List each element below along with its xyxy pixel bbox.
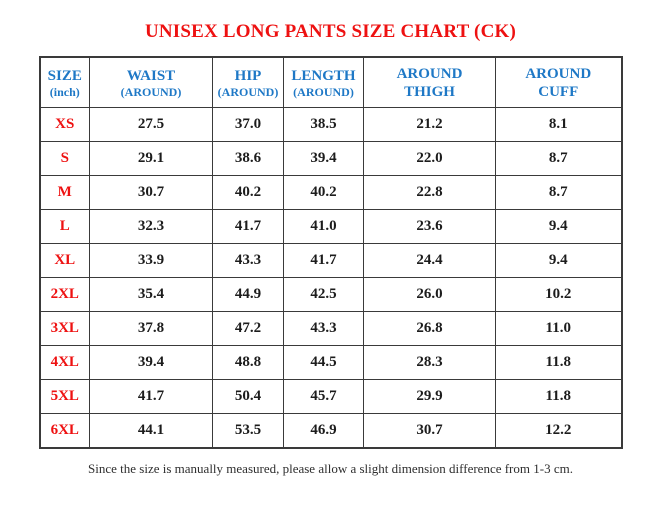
size-chart-table: SIZE (inch) WAIST (AROUND) HIP (AROUND) … xyxy=(38,56,623,449)
column-header-hip: HIP (AROUND) xyxy=(212,56,284,108)
cuff-cell: 11.8 xyxy=(495,345,622,380)
hip-cell: 37.0 xyxy=(212,107,284,142)
waist-cell: 33.9 xyxy=(89,243,213,278)
size-cell: 3XL xyxy=(39,311,90,346)
hip-cell: 38.6 xyxy=(212,141,284,176)
column-header-line1: SIZE xyxy=(47,67,82,84)
cuff-cell: 12.2 xyxy=(495,413,622,449)
waist-cell: 39.4 xyxy=(89,345,213,380)
size-cell: XS xyxy=(39,107,90,142)
size-cell: L xyxy=(39,209,90,244)
length-cell: 41.7 xyxy=(283,243,364,278)
size-cell: 6XL xyxy=(39,413,90,449)
length-cell: 43.3 xyxy=(283,311,364,346)
length-cell: 38.5 xyxy=(283,107,364,142)
table-row-4xl: 4XL 39.4 48.8 44.5 28.3 11.8 xyxy=(39,345,622,380)
hip-cell: 43.3 xyxy=(212,243,284,278)
size-cell: M xyxy=(39,175,90,210)
column-header-size: SIZE (inch) xyxy=(39,56,90,108)
column-header-length: LENGTH (AROUND) xyxy=(283,56,364,108)
waist-cell: 32.3 xyxy=(89,209,213,244)
thigh-cell: 29.9 xyxy=(363,379,496,414)
thigh-cell: 28.3 xyxy=(363,345,496,380)
cuff-cell: 11.8 xyxy=(495,379,622,414)
thigh-cell: 30.7 xyxy=(363,413,496,449)
waist-cell: 37.8 xyxy=(89,311,213,346)
cuff-cell: 9.4 xyxy=(495,243,622,278)
waist-cell: 29.1 xyxy=(89,141,213,176)
column-header-line1: HIP xyxy=(234,67,262,84)
table-row-5xl: 5XL 41.7 50.4 45.7 29.9 11.8 xyxy=(39,379,622,414)
length-cell: 40.2 xyxy=(283,175,364,210)
cuff-cell: 10.2 xyxy=(495,277,622,312)
hip-cell: 44.9 xyxy=(212,277,284,312)
column-header-line2: THIGH xyxy=(404,83,455,100)
column-header-line1: AROUND xyxy=(396,65,463,82)
thigh-cell: 23.6 xyxy=(363,209,496,244)
waist-cell: 41.7 xyxy=(89,379,213,414)
thigh-cell: 24.4 xyxy=(363,243,496,278)
column-header-waist: WAIST (AROUND) xyxy=(89,56,213,108)
column-header-line1: AROUND xyxy=(525,65,592,82)
length-cell: 44.5 xyxy=(283,345,364,380)
column-header-line2: (AROUND) xyxy=(293,84,354,99)
hip-cell: 53.5 xyxy=(212,413,284,449)
hip-cell: 50.4 xyxy=(212,379,284,414)
thigh-cell: 26.8 xyxy=(363,311,496,346)
column-header-line2: CUFF xyxy=(538,83,579,100)
waist-cell: 27.5 xyxy=(89,107,213,142)
length-cell: 45.7 xyxy=(283,379,364,414)
size-cell: S xyxy=(39,141,90,176)
table-row-6xl: 6XL 44.1 53.5 46.9 30.7 12.2 xyxy=(39,413,622,449)
table-row-s: S 29.1 38.6 39.4 22.0 8.7 xyxy=(39,141,622,176)
cuff-cell: 8.1 xyxy=(495,107,622,142)
waist-cell: 35.4 xyxy=(89,277,213,312)
size-cell: 4XL xyxy=(39,345,90,380)
size-cell: 2XL xyxy=(39,277,90,312)
column-header-line2: (inch) xyxy=(49,84,80,99)
cuff-cell: 8.7 xyxy=(495,141,622,176)
thigh-cell: 22.8 xyxy=(363,175,496,210)
cuff-cell: 9.4 xyxy=(495,209,622,244)
column-header-line2: (AROUND) xyxy=(120,84,182,99)
column-header-line1: WAIST xyxy=(126,67,176,84)
size-cell: XL xyxy=(39,243,90,278)
table-row-m: M 30.7 40.2 40.2 22.8 8.7 xyxy=(39,175,622,210)
page-title: UNISEX LONG PANTS SIZE CHART (CK) xyxy=(144,21,517,42)
length-cell: 41.0 xyxy=(283,209,364,244)
column-header-around-cuff: AROUND CUFF xyxy=(495,56,622,108)
length-cell: 39.4 xyxy=(283,141,364,176)
waist-cell: 30.7 xyxy=(89,175,213,210)
waist-cell: 44.1 xyxy=(89,413,213,449)
table-row-xs: XS 27.5 37.0 38.5 21.2 8.1 xyxy=(39,107,622,142)
hip-cell: 48.8 xyxy=(212,345,284,380)
column-header-line2: (AROUND) xyxy=(217,84,279,99)
table-row-2xl: 2XL 35.4 44.9 42.5 26.0 10.2 xyxy=(39,277,622,312)
thigh-cell: 21.2 xyxy=(363,107,496,142)
thigh-cell: 22.0 xyxy=(363,141,496,176)
hip-cell: 40.2 xyxy=(212,175,284,210)
length-cell: 42.5 xyxy=(283,277,364,312)
hip-cell: 47.2 xyxy=(212,311,284,346)
hip-cell: 41.7 xyxy=(212,209,284,244)
column-header-around-thigh: AROUND THIGH xyxy=(363,56,496,108)
cuff-cell: 8.7 xyxy=(495,175,622,210)
table-row-3xl: 3XL 37.8 47.2 43.3 26.8 11.0 xyxy=(39,311,622,346)
measurement-disclaimer: Since the size is manually measured, ple… xyxy=(88,461,573,476)
thigh-cell: 26.0 xyxy=(363,277,496,312)
cuff-cell: 11.0 xyxy=(495,311,622,346)
header-row: SIZE (inch) WAIST (AROUND) HIP (AROUND) … xyxy=(39,56,622,108)
column-header-line1: LENGTH xyxy=(291,67,356,84)
size-cell: 5XL xyxy=(39,379,90,414)
table-row-l: L 32.3 41.7 41.0 23.6 9.4 xyxy=(39,209,622,244)
table-row-xl: XL 33.9 43.3 41.7 24.4 9.4 xyxy=(39,243,622,278)
length-cell: 46.9 xyxy=(283,413,364,449)
